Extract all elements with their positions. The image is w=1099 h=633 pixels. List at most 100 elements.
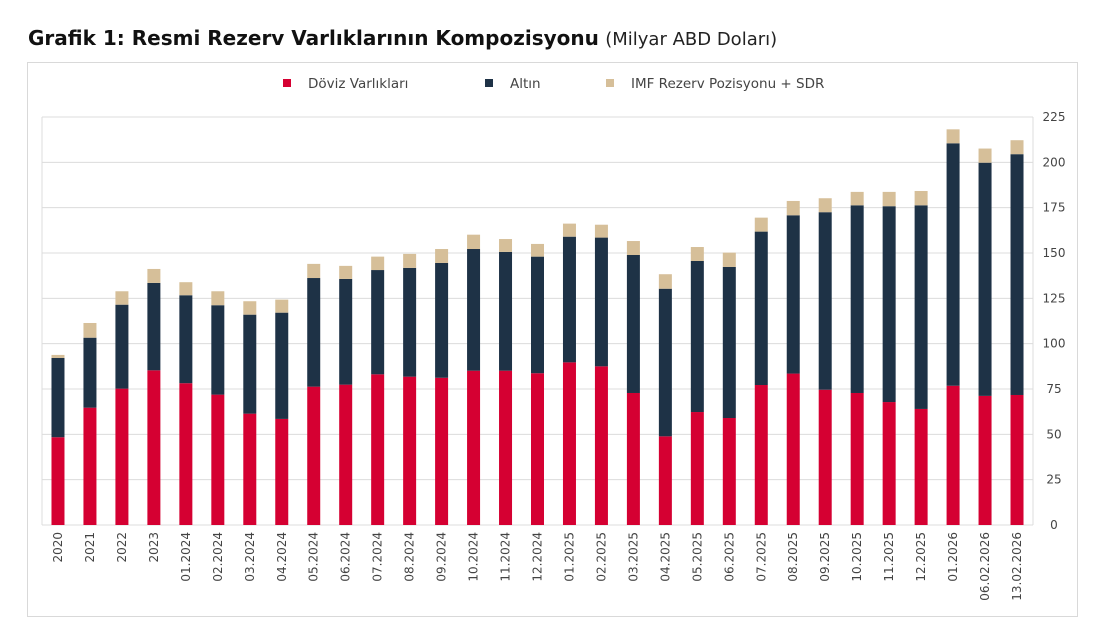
bar-segment-imf <box>626 241 640 255</box>
x-tick-label: 09.2024 <box>435 532 449 582</box>
bar-segment-imf <box>786 200 800 216</box>
bar-segment-doviz <box>115 388 129 525</box>
x-tick-label: 08.2024 <box>403 532 417 582</box>
y-tick-label: 100 <box>1043 337 1066 351</box>
legend-swatch <box>606 79 614 87</box>
y-tick-label: 225 <box>1043 110 1066 124</box>
bar-segment-imf <box>850 191 864 206</box>
bar-segment-doviz <box>275 418 289 525</box>
bar-segment-doviz <box>467 370 481 525</box>
x-tick-label: 07.2024 <box>371 532 385 582</box>
bar-segment-doviz <box>371 374 385 525</box>
bar-segment-altin <box>690 260 704 413</box>
bar-segment-altin <box>403 267 417 377</box>
bar-segment-imf <box>690 247 704 261</box>
bar-segment-imf <box>147 268 161 283</box>
bar-segment-altin <box>467 249 481 371</box>
bar-segment-altin <box>115 304 129 389</box>
y-tick-label: 75 <box>1046 382 1061 396</box>
chart-title: Grafik 1: Resmi Rezerv Varlıklarının Kom… <box>28 26 777 50</box>
x-tick-label: 02.2025 <box>594 532 608 582</box>
x-tick-label: 06.02.2026 <box>978 532 992 601</box>
bar-segment-doviz <box>978 395 992 525</box>
bar-segment-altin <box>531 256 544 374</box>
bar-segment-altin <box>211 305 225 395</box>
bar-segment-altin <box>83 337 97 408</box>
bar-segment-imf <box>658 274 672 289</box>
bar-segment-imf <box>115 291 129 305</box>
x-tick-label: 2023 <box>147 532 161 563</box>
x-tick-label: 07.2025 <box>754 532 768 582</box>
bar-segment-doviz <box>722 418 736 525</box>
bar-segment-imf <box>51 354 65 358</box>
bar-segment-altin <box>499 251 513 371</box>
bar-segment-doviz <box>786 373 800 525</box>
legend-swatch <box>283 79 291 87</box>
x-tick-label: 01.2025 <box>562 532 576 582</box>
bar-segment-imf <box>818 198 832 213</box>
bar-segment-imf <box>531 243 544 257</box>
bar-segment-altin <box>786 215 800 374</box>
bar-segment-altin <box>754 231 768 386</box>
x-tick-label: 01.2024 <box>179 532 193 582</box>
bar-segment-altin <box>914 205 928 409</box>
bar-segment-doviz <box>946 385 960 525</box>
bar-segment-doviz <box>594 366 608 525</box>
bar-segment-altin <box>371 270 385 375</box>
bar-segment-imf <box>371 256 385 271</box>
y-tick-label: 50 <box>1046 427 1061 441</box>
bar-segment-doviz <box>435 377 449 525</box>
bar-segment-imf <box>882 191 896 207</box>
legend-swatch <box>485 79 493 87</box>
y-tick-label: 0 <box>1050 518 1058 532</box>
bar-segment-doviz <box>562 362 576 525</box>
x-tick-label: 10.2024 <box>467 532 481 582</box>
bar-segment-doviz <box>499 370 513 525</box>
bar-segment-doviz <box>850 392 864 525</box>
bar-segment-doviz <box>307 386 321 525</box>
bar-segment-imf <box>1010 140 1024 155</box>
x-tick-label: 10.2025 <box>850 532 864 582</box>
bar-segment-altin <box>978 162 992 396</box>
bar-segment-imf <box>914 190 928 206</box>
y-tick-label: 200 <box>1043 155 1066 169</box>
bar-segment-doviz <box>243 413 257 525</box>
bar-segment-altin <box>243 314 257 414</box>
x-tick-label: 03.2024 <box>243 532 257 582</box>
y-tick-label: 150 <box>1043 246 1066 260</box>
bar-segment-altin <box>562 236 576 363</box>
x-tick-label: 2021 <box>83 532 97 563</box>
x-tick-label: 11.2024 <box>499 532 513 582</box>
bar-segment-imf <box>307 263 321 279</box>
bar-segment-altin <box>51 357 65 438</box>
x-tick-label: 08.2025 <box>786 532 800 582</box>
bar-segment-imf <box>499 239 513 252</box>
x-tick-label: 06.2025 <box>722 532 736 582</box>
x-tick-label: 03.2025 <box>626 532 640 582</box>
bar-segment-imf <box>179 282 193 296</box>
bar-segment-altin <box>594 237 608 367</box>
x-tick-label: 05.2024 <box>307 532 321 582</box>
bar-segment-altin <box>946 143 960 386</box>
chart-frame <box>27 62 1078 617</box>
bar-segment-altin <box>435 262 449 378</box>
bar-segment-imf <box>467 234 481 250</box>
bar-segment-imf <box>978 148 992 163</box>
bar-segment-altin <box>818 212 832 390</box>
title-main: Grafik 1: Resmi Rezerv Varlıklarının Kom… <box>28 26 599 50</box>
x-tick-label: 02.2024 <box>211 532 225 582</box>
bar-segment-altin <box>658 288 672 437</box>
bar-segment-imf <box>211 291 225 306</box>
bar-segment-doviz <box>1010 394 1024 525</box>
x-tick-label: 11.2025 <box>882 532 896 582</box>
legend-label: Döviz Varlıkları <box>308 76 408 92</box>
bar-segment-altin <box>275 312 289 419</box>
bar-segment-doviz <box>882 402 896 525</box>
bar-segment-altin <box>147 282 161 371</box>
bar-segment-imf <box>243 301 257 315</box>
bar-segment-altin <box>882 206 896 403</box>
x-tick-label: 12.2025 <box>914 532 928 582</box>
x-tick-label: 04.2024 <box>275 532 289 582</box>
legend-label: IMF Rezerv Pozisyonu + SDR <box>631 76 824 92</box>
